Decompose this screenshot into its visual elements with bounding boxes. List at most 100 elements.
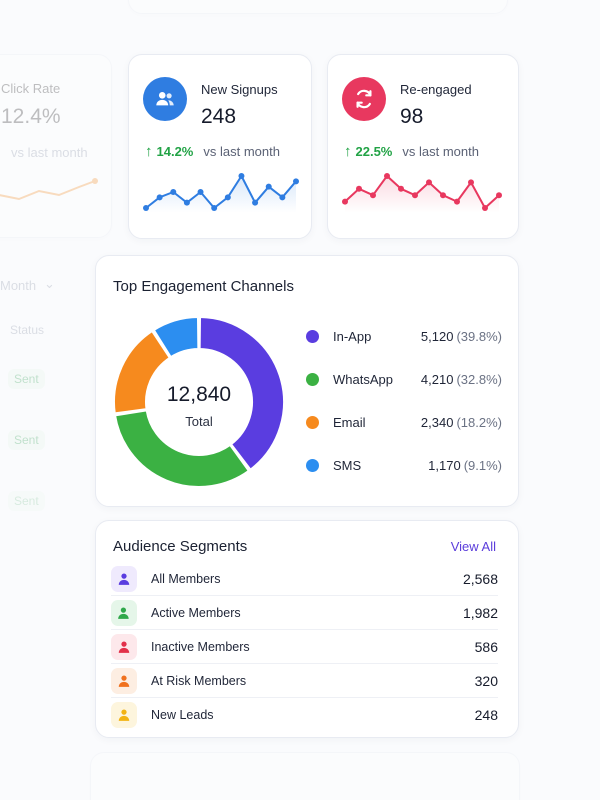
arrow-up-icon: ↑ (145, 143, 153, 160)
re-engaged-sparkline-point-0 (342, 198, 348, 205)
new-signups-sparkline-point-0 (143, 205, 149, 211)
refresh-icon (342, 77, 386, 121)
new-signups-sparkline (143, 173, 299, 213)
segment-count: 2,568 (462, 570, 498, 587)
re-engaged-vs: vs last month (402, 144, 479, 159)
segment-row-new-leads[interactable]: New Leads 248 (111, 698, 498, 732)
left-table-strip: Month ⌄ Status Sent Sent Sent (0, 255, 90, 675)
channels-donut-chart (114, 315, 284, 488)
re-engaged-sparkline-point-7 (440, 192, 446, 199)
segment-row-at-risk-members[interactable]: At Risk Members 320 (111, 664, 498, 698)
legend-value: 2,340 (420, 414, 454, 430)
legend-dot (306, 458, 319, 472)
new-signups-sparkline-point-7 (238, 173, 245, 179)
segment-name: All Members (151, 571, 221, 586)
legend-pct: (9.1%) (463, 457, 502, 473)
new-signups-sparkline-point-9 (265, 183, 272, 190)
user-icon (111, 565, 137, 592)
segment-name: Active Members (151, 605, 241, 620)
re-engaged-sparkline-point-11 (496, 192, 502, 199)
legend-dot (306, 415, 319, 429)
new-signups-sparkline-point-6 (224, 194, 231, 201)
legend-name: In-App (333, 328, 372, 344)
legend-dot (306, 372, 319, 386)
users-icon (143, 77, 187, 121)
re-engaged-sparkline-point-1 (356, 185, 362, 192)
status-sent-2: Sent (8, 430, 45, 450)
view-all-link[interactable]: View All (450, 539, 496, 554)
segment-row-all-members[interactable]: All Members 2,568 (111, 562, 498, 596)
re-engaged-sparkline-point-6 (426, 179, 432, 186)
legend-email: Email 2,340 (18.2%) (306, 412, 502, 432)
legend-value: 1,170 (428, 457, 461, 473)
segment-count: 248 (474, 707, 498, 723)
re-engaged-sparkline-point-9 (468, 179, 474, 186)
new-signups-sparkline-point-2 (170, 189, 177, 195)
bottom-card (90, 752, 520, 800)
legend-name: SMS (333, 457, 362, 473)
re-engaged-sparkline-point-4 (398, 185, 404, 192)
legend-whatsapp: WhatsApp 4,210 (32.8%) (306, 369, 502, 389)
legend-value: 5,120 (420, 328, 454, 344)
re-engaged-card[interactable]: Re-engaged 98 ↑ 22.5% vs last month (327, 54, 519, 239)
re-engaged-sparkline-point-8 (454, 198, 460, 205)
new-signups-sparkline-point-1 (156, 194, 163, 201)
status-header: Status (10, 323, 45, 337)
user-x-icon (111, 633, 137, 660)
re-engaged-sparkline-point-10 (482, 205, 488, 211)
re-engaged-change-pct: 22.5% (355, 144, 393, 159)
new-signups-sparkline-point-5 (211, 205, 218, 211)
donut-slice-in-app (198, 315, 284, 472)
legend-pct: (18.2%) (456, 414, 502, 430)
segment-name: Inactive Members (151, 639, 250, 654)
legend-sms: SMS 1,170 (9.1%) (306, 455, 502, 475)
new-signups-value: 248 (201, 105, 237, 128)
re-engaged-sparkline-area (345, 176, 499, 213)
new-signups-sparkline-point-3 (183, 199, 190, 206)
donut-total-value: 12,840 (166, 383, 232, 406)
donut-total-label: Total (185, 414, 213, 429)
top-search-strip (128, 0, 508, 14)
click-rate-label: Click Rate (1, 81, 61, 96)
re-engaged-label: Re-engaged (400, 82, 472, 97)
new-signups-sparkline-point-10 (279, 194, 286, 201)
user-alert-icon (111, 667, 137, 694)
legend-name: Email (333, 414, 366, 430)
legend-value: 4,210 (420, 371, 454, 387)
new-signups-change: ↑ 14.2% vs last month (145, 143, 280, 160)
segment-count: 320 (474, 672, 498, 689)
click-rate-vs: vs last month (11, 145, 88, 160)
new-signups-card[interactable]: New Signups 248 ↑ 14.2% vs last month (128, 54, 312, 239)
segment-name: At Risk Members (151, 673, 247, 688)
new-signups-sparkline-point-8 (252, 199, 259, 206)
segment-row-inactive-members[interactable]: Inactive Members 586 (111, 630, 498, 664)
segment-row-active-members[interactable]: Active Members 1,982 (111, 596, 498, 630)
new-signups-change-pct: 14.2% (156, 144, 194, 159)
new-signups-sparkline-point-11 (293, 178, 299, 185)
legend-dot (306, 329, 319, 343)
status-sent-1: Sent (8, 369, 45, 389)
audience-segments-title: Audience Segments (113, 538, 248, 555)
legend-pct: (32.8%) (456, 371, 502, 387)
segment-count: 1,982 (462, 604, 498, 621)
new-signups-vs: vs last month (203, 144, 280, 159)
donut-slice-whatsapp (114, 409, 251, 488)
donut-slice-sms (152, 315, 200, 359)
click-rate-value: 12.4% (1, 105, 61, 128)
status-sent-3: Sent (8, 491, 45, 511)
new-signups-label: New Signups (201, 82, 278, 97)
re-engaged-change: ↑ 22.5% vs last month (344, 143, 479, 160)
donut-slice-email (114, 329, 172, 415)
re-engaged-sparkline-point-3 (384, 173, 390, 179)
user-check-icon (111, 599, 137, 626)
click-rate-card: Click Rate 12.4% vs last month (0, 54, 112, 238)
arrow-up-icon: ↑ (344, 143, 352, 160)
month-chevron-icon: ⌄ (44, 276, 55, 291)
user-plus-icon (111, 702, 137, 728)
engagement-channels-card: Top Engagement Channels 12,840 Total In-… (95, 255, 519, 507)
legend-in-app: In-App 5,120 (39.8%) (306, 326, 502, 346)
segment-count: 586 (474, 638, 498, 655)
re-engaged-value: 98 (400, 105, 424, 128)
click-rate-sparkline (0, 178, 98, 201)
re-engaged-sparkline-point-2 (370, 192, 376, 199)
